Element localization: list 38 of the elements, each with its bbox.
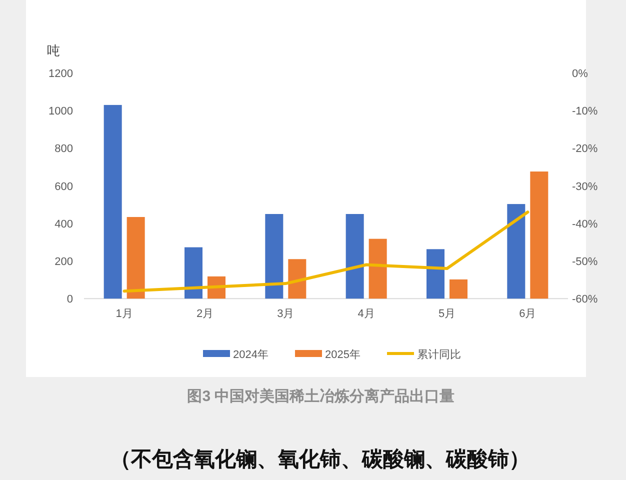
- x-tick-label: 2月: [196, 308, 214, 320]
- y-tick-label: 600: [54, 180, 73, 193]
- legend-label: 2025年: [325, 349, 360, 361]
- bar: [184, 247, 202, 299]
- y-axis-title: 吨: [47, 43, 60, 58]
- x-tick-label: 6月: [519, 308, 536, 320]
- y2-tick-label: -40%: [572, 218, 598, 230]
- x-tick-label: 4月: [358, 308, 375, 320]
- bar: [426, 249, 444, 299]
- text: （不包含氧化镧、氧化铈、碳酸镧、碳酸铈）: [110, 448, 530, 471]
- bar: [126, 217, 145, 299]
- bar: [288, 259, 306, 299]
- bar: [450, 279, 468, 299]
- legend-label: 累计同比: [417, 348, 461, 361]
- y2-tick-label: -20%: [572, 143, 598, 156]
- y2-tick-label: -10%: [572, 106, 598, 118]
- x-tick-label: 1月: [116, 308, 133, 320]
- legend-label: 2024年: [233, 349, 268, 361]
- y-tick-label: 200: [54, 256, 73, 268]
- y2-tick-label: 0%: [572, 68, 588, 80]
- bar: [265, 214, 284, 299]
- y-tick-label: 0: [66, 294, 73, 306]
- y-tick-label: 400: [54, 218, 73, 230]
- bar: [507, 204, 526, 299]
- x-tick-label: 3月: [277, 308, 294, 320]
- y2-tick-label: -60%: [572, 294, 598, 306]
- text: 图3 中国对美国稀土冶炼分离产品出口量: [187, 387, 455, 405]
- y-tick-label: 800: [54, 143, 73, 156]
- bar: [346, 214, 364, 299]
- x-tick-label: 5月: [438, 308, 456, 320]
- y-tick-label: 1000: [48, 106, 73, 118]
- bar: [104, 104, 122, 299]
- y2-tick-label: -50%: [572, 256, 598, 268]
- y-tick-label: 1200: [48, 68, 73, 80]
- bar: [368, 238, 387, 299]
- bar: [530, 172, 548, 299]
- line-series: [122, 210, 530, 293]
- y2-tick-label: -30%: [572, 180, 598, 193]
